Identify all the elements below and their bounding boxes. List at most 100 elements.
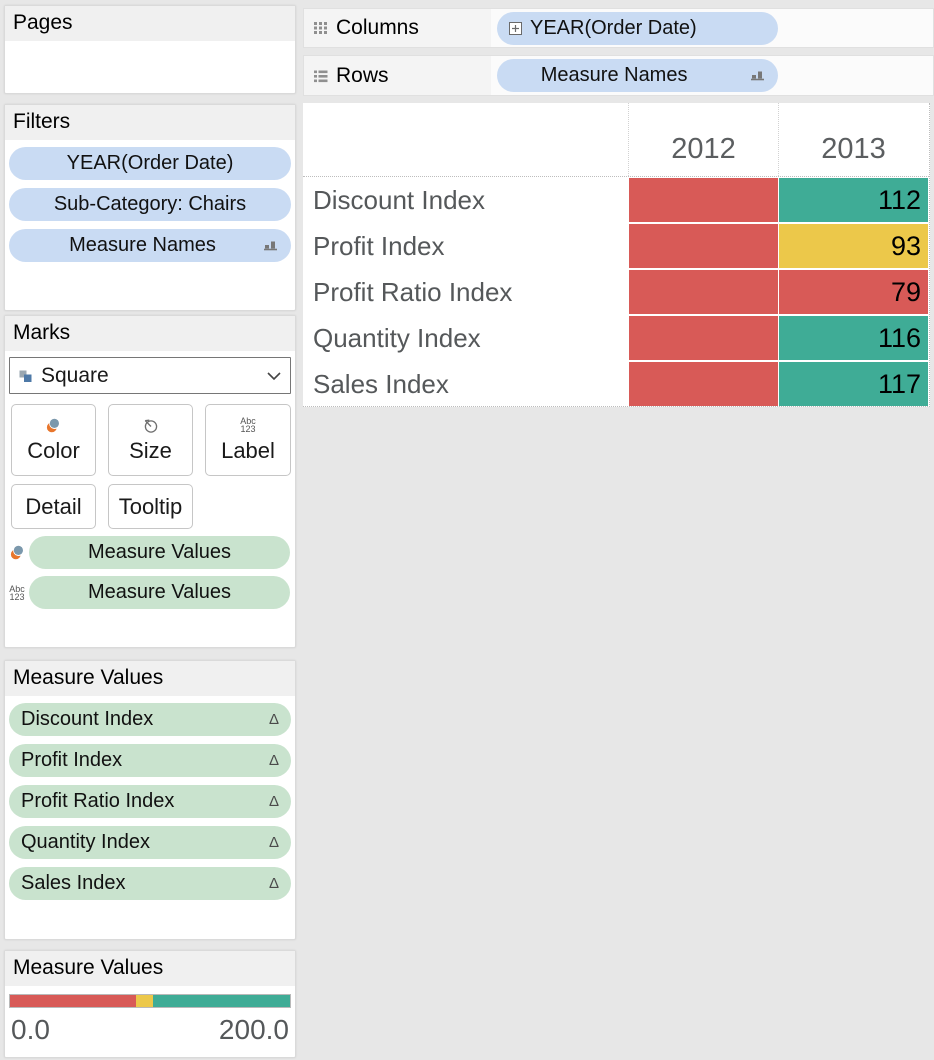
filters-pill-list: YEAR(Order Date) Sub-Category: Chairs Meas… <box>5 140 295 262</box>
rows-shelf-label-zone: Rows <box>304 56 491 95</box>
pages-card-title: Pages <box>5 6 295 41</box>
marks-pill-row: Abc 123 Measure Values <box>5 576 295 609</box>
table-row-discount-index: Discount Index 112 <box>303 177 929 223</box>
column-header-2012[interactable]: 2012 <box>628 103 778 176</box>
marks-pill-row: Measure Values <box>5 536 295 569</box>
measure-pill-label: Profit Index <box>21 749 123 771</box>
color-legend-gradient[interactable] <box>9 994 291 1008</box>
marks-pill-measure-values-0[interactable]: Measure Values <box>29 536 290 569</box>
columns-shelf[interactable]: Columns YEAR(Order Date) <box>303 8 934 48</box>
filters-card-title: Filters <box>5 105 295 140</box>
column-header-2013[interactable]: 2013 <box>778 103 928 176</box>
measure-pill-label: Sales Index <box>21 872 126 894</box>
legend-max-label: 200.0 <box>218 1014 289 1045</box>
row-label-profit-index[interactable]: Profit Index <box>313 230 445 261</box>
color-button-label: Color <box>27 438 80 463</box>
legend-min-label: 0.0 <box>11 1014 50 1045</box>
legend-segment-red <box>10 995 136 1007</box>
marks-pill-measure-values-1[interactable]: Measure Values <box>29 576 290 609</box>
columns-icon <box>313 20 329 36</box>
table-cell-quantity-index-2013[interactable]: 116 <box>779 316 928 360</box>
detail-button-label: Detail <box>25 493 82 519</box>
color-icon <box>45 416 62 434</box>
row-label-quantity-index[interactable]: Quantity Index <box>313 322 481 353</box>
filter-pill-label: YEAR(Order Date) <box>66 152 234 174</box>
filters-card: Filters YEAR(Order Date) Sub-Category: Ch… <box>4 104 296 311</box>
table-corner <box>303 103 628 176</box>
row-label-discount-index[interactable]: Discount Index <box>313 184 485 215</box>
rows-shelf-pill-zone[interactable]: Measure Names <box>491 56 933 95</box>
rows-pill-measure-names[interactable]: Measure Names <box>497 59 778 92</box>
filter-pill-label: Sub-Category: Chairs <box>53 193 247 215</box>
measure-values-card: Measure Values Discount Index Δ Profit Ind… <box>4 660 296 940</box>
marks-pill-label: Measure Values <box>87 541 232 563</box>
highlight-table: 2012 2013 Discount Index 112 Profit Index 93… <box>303 103 930 407</box>
table-row-profit-index: Profit Index 93 <box>303 223 929 269</box>
rows-icon <box>313 68 329 84</box>
plus-box-icon[interactable] <box>509 21 522 35</box>
legend-segment-yellow <box>136 995 153 1007</box>
delta-icon[interactable]: Δ <box>268 752 279 769</box>
legend-segment-green <box>152 995 290 1007</box>
table-cell-profit-ratio-index-2012[interactable] <box>629 270 778 314</box>
marks-card-title: Marks <box>5 316 295 351</box>
measure-pill-label: Quantity Index <box>21 831 150 853</box>
table-row-profit-ratio-index: Profit Ratio Index 79 <box>303 269 929 315</box>
color-icon[interactable] <box>5 544 29 561</box>
abc123-icon: Abc 123 <box>240 416 256 434</box>
color-button[interactable]: Color <box>11 404 96 476</box>
table-row-quantity-index: Quantity Index 116 <box>303 315 929 361</box>
marks-card: Marks Square Color Size Abc 123 Label Detail… <box>4 315 296 648</box>
table-cell-discount-index-2013[interactable]: 112 <box>779 178 928 222</box>
measure-values-pill-list: Discount Index Δ Profit Index Δ Profit Ratio… <box>5 696 295 900</box>
columns-shelf-pill-zone[interactable]: YEAR(Order Date) <box>491 9 933 47</box>
table-cell-discount-index-2012[interactable] <box>629 178 778 222</box>
table-cell-sales-index-2013[interactable]: 117 <box>779 362 928 406</box>
sort-icon[interactable] <box>750 69 766 82</box>
table-body: Discount Index 112 Profit Index 93 Profit Ra… <box>303 177 929 407</box>
size-button-label: Size <box>129 438 172 463</box>
delta-icon[interactable]: Δ <box>268 875 279 892</box>
table-cell-profit-index-2012[interactable] <box>629 224 778 268</box>
color-legend-labels: 0.0 200.0 <box>5 1012 295 1052</box>
measure-pill-profit-ratio-index[interactable]: Profit Ratio Index Δ <box>9 785 291 818</box>
marks-pill-list: Measure Values Abc 123 Measure Values <box>5 536 295 616</box>
table-cell-quantity-index-2012[interactable] <box>629 316 778 360</box>
filter-pill-sub-category-chairs[interactable]: Sub-Category: Chairs <box>9 188 291 221</box>
filter-pill-year-order-date[interactable]: YEAR(Order Date) <box>9 147 291 180</box>
pages-card: Pages <box>4 5 296 94</box>
delta-icon[interactable]: Δ <box>268 793 279 810</box>
label-button-label: Label <box>221 438 275 463</box>
color-legend-card: Measure Values 0.0 200.0 <box>4 950 296 1058</box>
abc123-icon[interactable]: Abc 123 <box>9 583 25 602</box>
measure-pill-quantity-index[interactable]: Quantity Index Δ <box>9 826 291 859</box>
rows-pill-label: Measure Names <box>540 64 688 86</box>
detail-button[interactable]: Detail <box>11 484 96 529</box>
delta-icon[interactable]: Δ <box>268 834 279 851</box>
table-cell-sales-index-2012[interactable] <box>629 362 778 406</box>
columns-pill-year-order-date[interactable]: YEAR(Order Date) <box>497 11 778 45</box>
mark-type-dropdown[interactable]: Square <box>9 357 291 394</box>
table-cell-profit-ratio-index-2013[interactable]: 79 <box>779 270 928 314</box>
size-icon <box>142 416 159 434</box>
filter-pill-label: Measure Names <box>69 234 216 256</box>
table-cell-profit-index-2013[interactable]: 93 <box>779 224 928 268</box>
sort-icon[interactable] <box>264 239 279 252</box>
row-label-sales-index[interactable]: Sales Index <box>313 368 449 399</box>
columns-shelf-label-zone: Columns <box>304 9 491 47</box>
chevron-down-icon <box>266 371 282 381</box>
measure-pill-sales-index[interactable]: Sales Index Δ <box>9 867 291 900</box>
measure-pill-profit-index[interactable]: Profit Index Δ <box>9 744 291 777</box>
tooltip-button[interactable]: Tooltip <box>108 484 193 529</box>
label-button[interactable]: Abc 123 Label <box>205 404 291 476</box>
measure-pill-discount-index[interactable]: Discount Index Δ <box>9 703 291 736</box>
mark-type-value: Square <box>41 363 109 387</box>
measure-pill-label: Profit Ratio Index <box>21 790 175 812</box>
rows-shelf[interactable]: Rows Measure Names <box>303 55 934 96</box>
row-label-profit-ratio-index[interactable]: Profit Ratio Index <box>313 276 513 307</box>
table-header-row: 2012 2013 <box>303 103 929 177</box>
table-row-sales-index: Sales Index 117 <box>303 361 929 407</box>
size-button[interactable]: Size <box>108 404 193 476</box>
delta-icon[interactable]: Δ <box>268 711 279 728</box>
filter-pill-measure-names[interactable]: Measure Names <box>9 229 291 262</box>
